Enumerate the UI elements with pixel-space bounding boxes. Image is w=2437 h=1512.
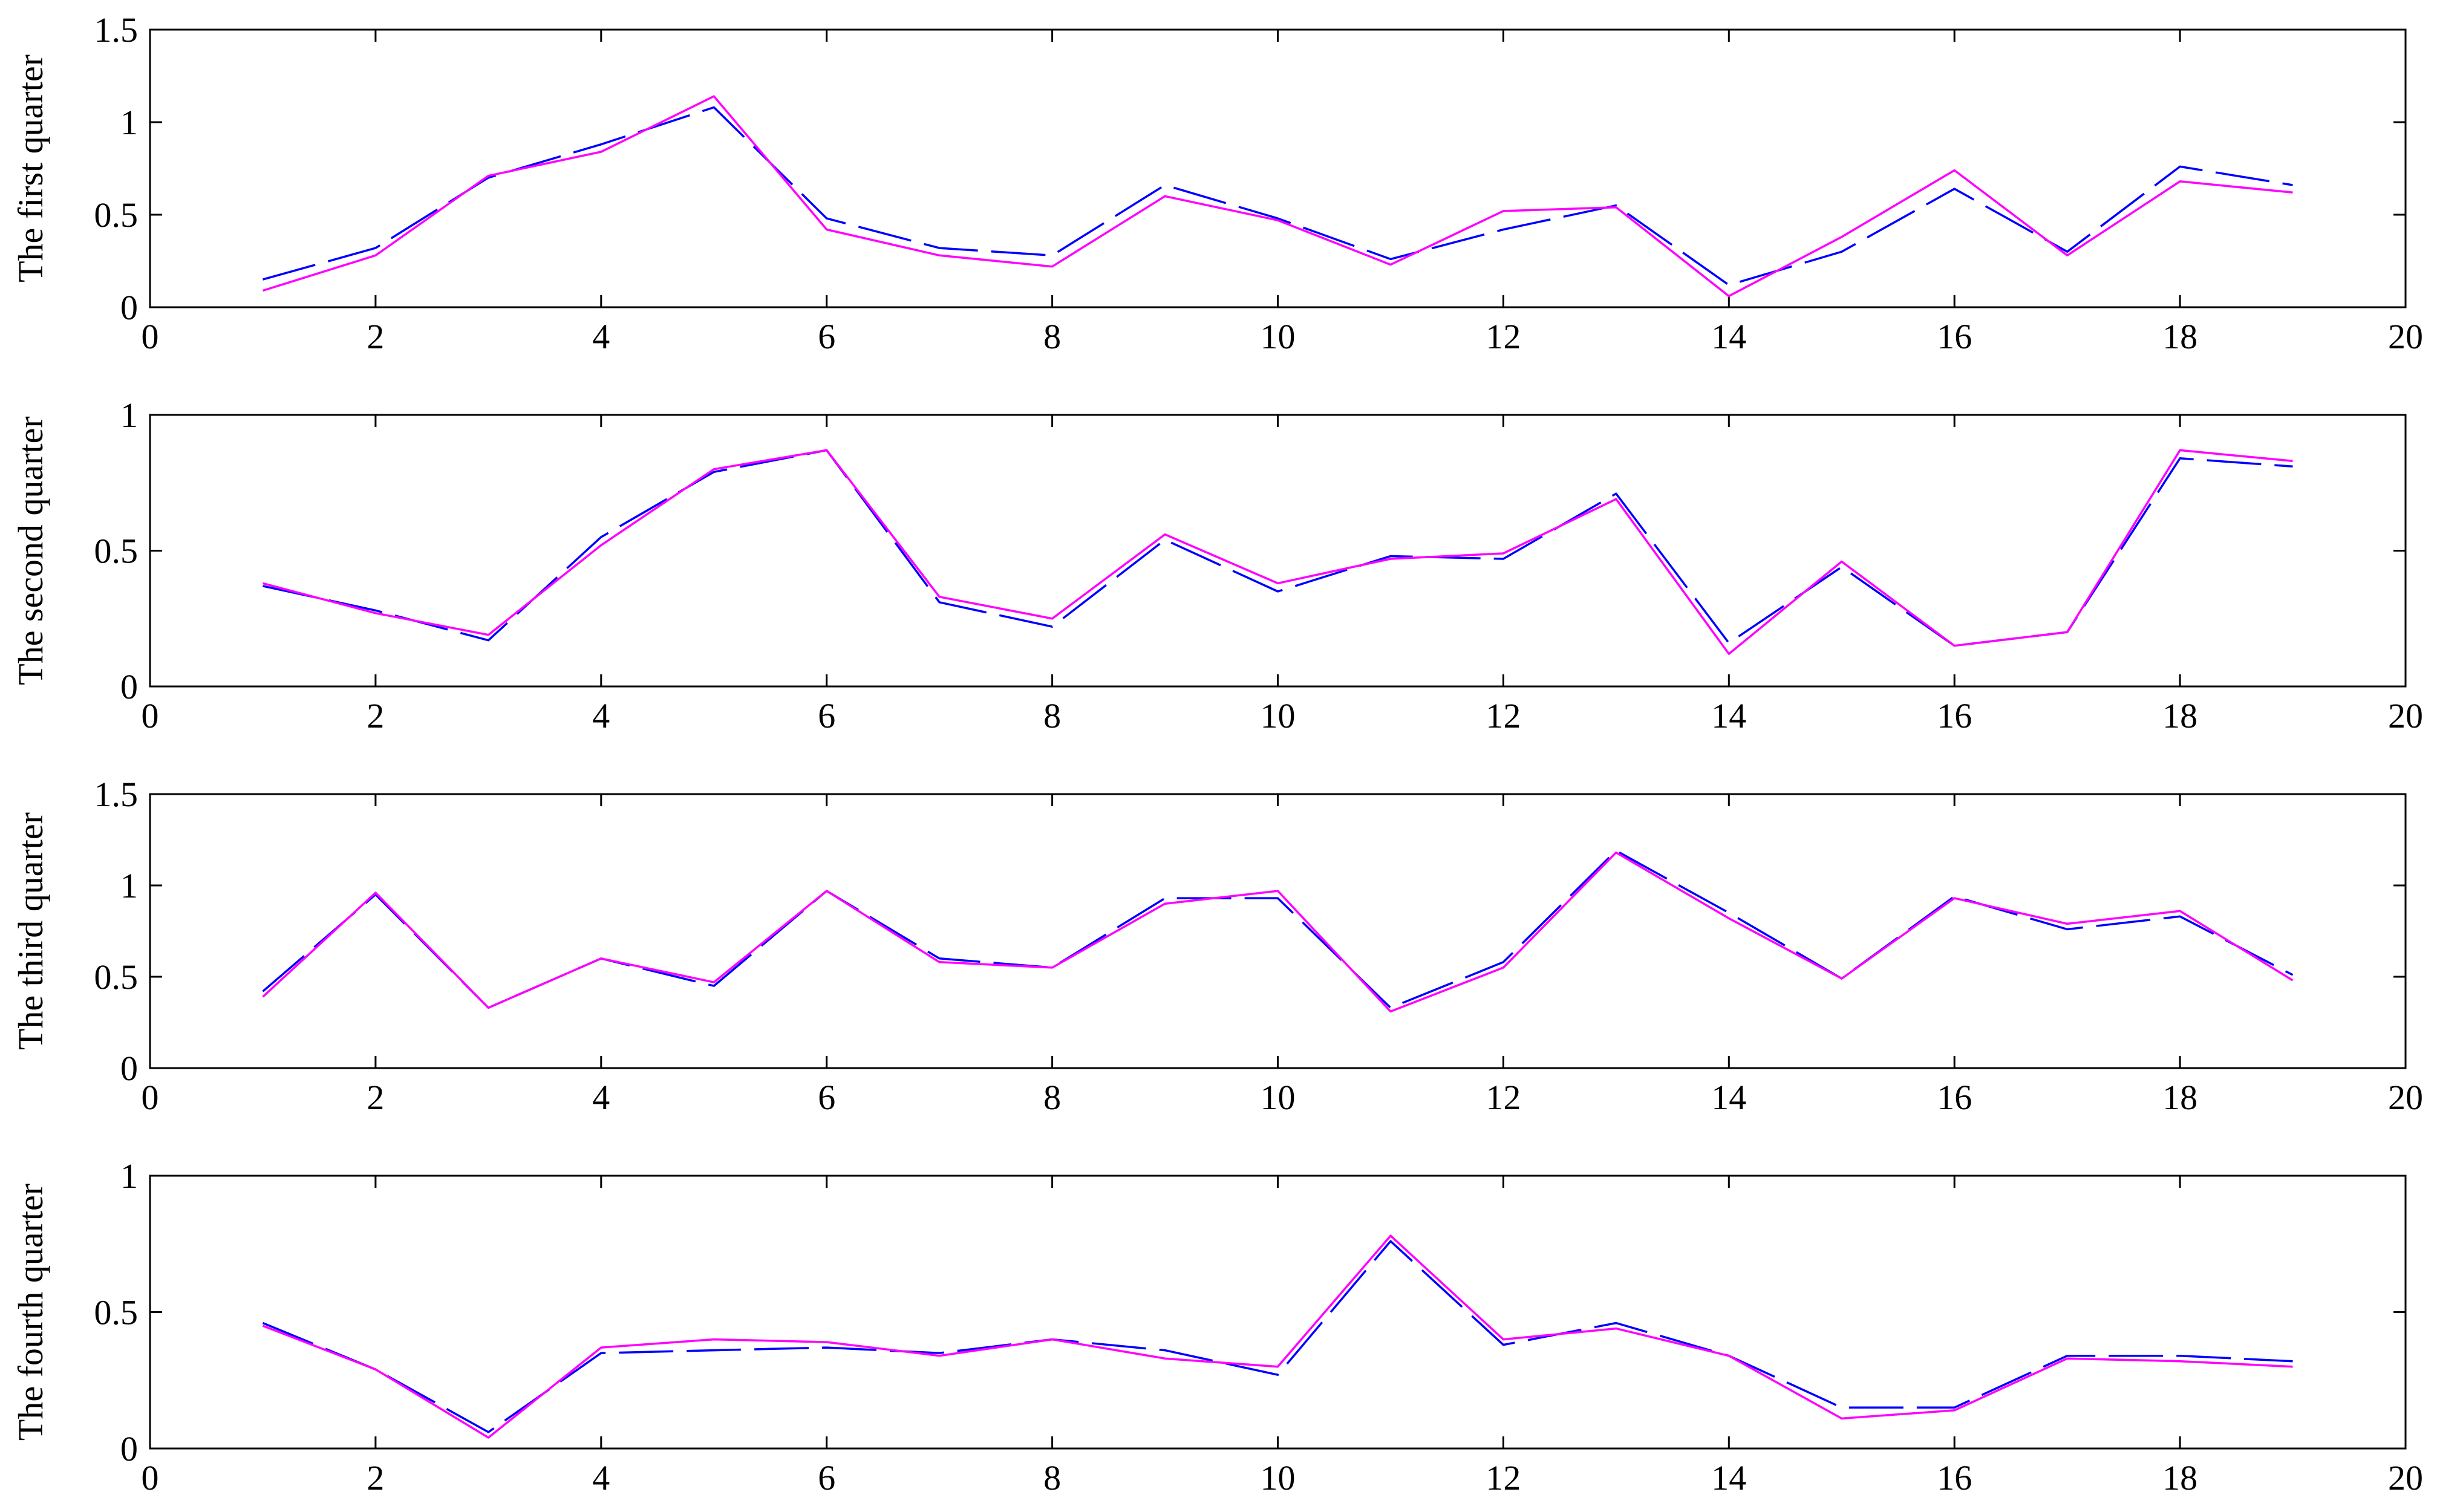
- x-tick-label: 8: [1043, 1078, 1061, 1117]
- y-axis-label: The second quarter: [11, 416, 50, 685]
- series-line-1: [262, 1240, 2293, 1433]
- panel-2: 0 2 4 6 8 10 12 14 16 18 20 0 0.5 1 The second quarter: [11, 396, 2423, 735]
- y-tick-label: 0.5: [94, 532, 139, 571]
- x-tick-label: 20: [2388, 317, 2423, 356]
- y-tick-label: 0: [120, 1429, 138, 1468]
- x-tick-label: 6: [818, 1458, 835, 1497]
- x-tick-label: 6: [818, 1078, 835, 1117]
- x-tick-label: 8: [1043, 317, 1061, 356]
- x-tick-label: 2: [367, 1458, 384, 1497]
- axes-frame: [149, 28, 2407, 308]
- x-tick-label: 2: [367, 317, 384, 356]
- y-tick-label: 0: [120, 288, 138, 327]
- x-tick-label: 16: [1937, 317, 1972, 356]
- y-tick-label: 0.5: [94, 1293, 139, 1332]
- x-tick-label: 18: [2162, 696, 2197, 735]
- x-tick-label: 10: [1261, 317, 1296, 356]
- y-tick-label: 1: [120, 866, 138, 905]
- y-axis-label: The fourth quarter: [11, 1184, 50, 1441]
- x-tick-label: 2: [367, 1078, 384, 1117]
- x-tick-label: 14: [1711, 1078, 1746, 1117]
- y-tick-label: 0: [120, 1049, 138, 1088]
- x-tick-label: 16: [1937, 1078, 1972, 1117]
- x-tick-label: 8: [1043, 1458, 1061, 1497]
- x-tick-label: 10: [1261, 696, 1296, 735]
- y-axis-label: The first quarter: [11, 54, 50, 282]
- x-tick-label: 20: [2388, 1078, 2423, 1117]
- x-tick-label: 16: [1937, 696, 1972, 735]
- x-tick-label: 0: [142, 1458, 159, 1497]
- y-tick-label: 0.5: [94, 957, 139, 997]
- x-tick-label: 10: [1261, 1078, 1296, 1117]
- x-tick-label: 4: [592, 317, 610, 356]
- x-tick-label: 0: [142, 1078, 159, 1117]
- x-tick-label: 12: [1486, 1458, 1521, 1497]
- x-tick-label: 14: [1711, 1458, 1746, 1497]
- x-tick-label: 14: [1711, 317, 1746, 356]
- x-tick-label: 18: [2162, 1078, 2197, 1117]
- series-line-2: [262, 1234, 2293, 1439]
- x-tick-label: 12: [1486, 317, 1521, 356]
- x-tick-label: 8: [1043, 696, 1061, 735]
- y-tick-label: 1: [120, 103, 138, 142]
- x-tick-label: 4: [592, 1078, 610, 1117]
- y-tick-label: 1.5: [94, 775, 139, 814]
- x-tick-label: 4: [592, 696, 610, 735]
- series-line-2: [262, 95, 2293, 298]
- panel-3: 0 2 4 6 8 10 12 14 16 18 20 0 0.5 1 1.5 The third quart…: [11, 775, 2423, 1117]
- y-tick-label: 0: [120, 667, 138, 706]
- x-tick-label: 16: [1937, 1458, 1972, 1497]
- series-line-1: [263, 449, 2293, 647]
- x-tick-label: 12: [1486, 1078, 1521, 1117]
- x-tick-label: 10: [1261, 1458, 1296, 1497]
- x-tick-label: 2: [367, 696, 384, 735]
- series-line-2: [263, 449, 2293, 655]
- panel-1: 0 2 4 6 8 10 12 14 16 18 20 0 0.5 1 1.5 The first quart…: [11, 10, 2423, 356]
- x-tick-label: 14: [1711, 696, 1746, 735]
- y-tick-label: 1.5: [94, 10, 139, 50]
- y-axis-label: The third quarter: [11, 812, 50, 1050]
- series-line-1: [262, 849, 2294, 1009]
- x-tick-label: 0: [142, 696, 159, 735]
- x-tick-label: 20: [2388, 1458, 2423, 1497]
- axes-frame: [149, 793, 2407, 1069]
- axes-frame: [149, 1175, 2407, 1450]
- y-tick-label: 0.5: [94, 195, 139, 235]
- x-tick-label: 12: [1486, 696, 1521, 735]
- y-tick-label: 1: [120, 396, 138, 435]
- x-tick-label: 4: [592, 1458, 610, 1497]
- x-tick-label: 6: [818, 696, 835, 735]
- axes-frame: [149, 414, 2407, 688]
- x-tick-label: 18: [2162, 1458, 2197, 1497]
- series-line-2: [262, 851, 2294, 1013]
- x-tick-label: 18: [2162, 317, 2197, 356]
- x-tick-label: 20: [2388, 696, 2423, 735]
- series-line-1: [263, 106, 2293, 287]
- x-tick-label: 6: [818, 317, 835, 356]
- y-tick-label: 1: [120, 1156, 138, 1196]
- panel-4: 0 2 4 6 8 10 12 14 16 18 20 0 0.5 1 The fourth quarter: [11, 1156, 2423, 1497]
- x-tick-label: 0: [142, 317, 159, 356]
